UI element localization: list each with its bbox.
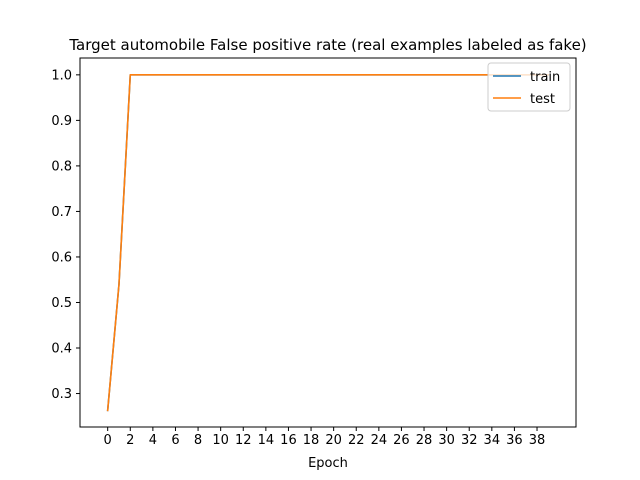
x-tick-label: 16 xyxy=(280,433,297,448)
y-tick-label: 1.0 xyxy=(51,68,72,83)
series-line-test xyxy=(106,74,550,412)
x-tick-label: 6 xyxy=(171,433,179,448)
y-tick-label: 0.8 xyxy=(51,159,72,174)
y-tick-label: 0.7 xyxy=(51,205,72,220)
y-tick-label: 0.3 xyxy=(51,387,72,402)
x-tick-label: 22 xyxy=(348,433,365,448)
axes-layer: 0 2 4 6 8 10 12 14 16 18 20 22 24 26 28 30 32 34 36 380.30.… xyxy=(51,57,577,448)
x-tick-label: 30 xyxy=(438,433,455,448)
x-tick-label: 28 xyxy=(416,433,433,448)
x-tick-label: 12 xyxy=(235,433,252,448)
legend-label-test: test xyxy=(530,92,555,107)
x-tick-label: 18 xyxy=(303,433,320,448)
y-tick-label: 0.4 xyxy=(51,342,72,357)
x-tick-label: 2 xyxy=(126,433,134,448)
x-tick-label: 32 xyxy=(461,433,478,448)
legend: train test xyxy=(487,62,571,112)
x-axis-label: Epoch xyxy=(308,456,348,471)
x-tick-label: 14 xyxy=(258,433,275,448)
x-tick-label: 24 xyxy=(371,433,388,448)
x-tick-label: 36 xyxy=(506,433,523,448)
x-tick-label: 8 xyxy=(194,433,202,448)
legend-box xyxy=(487,62,571,112)
y-tick-label: 0.5 xyxy=(51,296,72,311)
y-tick-label: 0.6 xyxy=(51,250,72,265)
chart-title: Target automobile False positive rate (r… xyxy=(68,36,586,54)
x-tick-label: 26 xyxy=(393,433,410,448)
x-tick-label: 4 xyxy=(149,433,157,448)
x-tick-label: 38 xyxy=(529,433,546,448)
legend-label-train: train xyxy=(530,70,560,85)
series-line-train xyxy=(106,74,550,412)
plot-frame xyxy=(79,57,577,428)
x-tick-label: 34 xyxy=(484,433,501,448)
series-layer xyxy=(106,74,550,412)
x-tick-label: 10 xyxy=(212,433,229,448)
y-tick-label: 0.9 xyxy=(51,114,72,129)
x-tick-label: 20 xyxy=(325,433,342,448)
x-tick-label: 0 xyxy=(104,433,112,448)
